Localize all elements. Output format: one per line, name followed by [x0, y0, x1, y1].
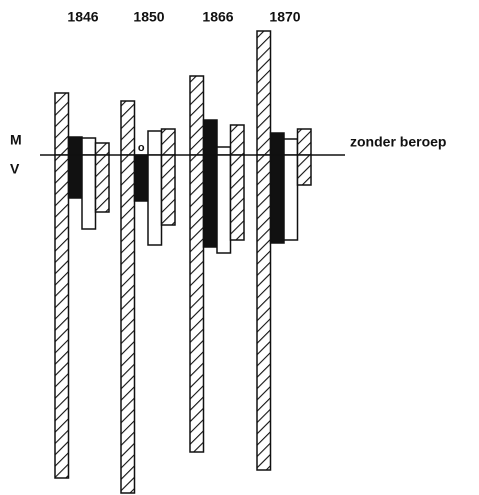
x-tick-label: 1850 — [133, 9, 164, 25]
open-bar-upper — [216, 146, 232, 156]
open-bar-lower — [81, 154, 97, 230]
x-tick-label: 1846 — [67, 9, 98, 25]
bar-lower — [229, 154, 245, 241]
baseline-label: zonder beroep — [350, 134, 446, 150]
bar-lower — [133, 154, 149, 202]
x-tick-label: 1866 — [202, 9, 233, 25]
bar-upper — [296, 128, 312, 156]
bar-lower — [269, 154, 285, 244]
upper-label: M — [10, 132, 22, 148]
bar-upper — [160, 128, 176, 156]
bar-lower — [189, 154, 205, 453]
zero-marker: o — [138, 142, 145, 154]
lower-label: V — [10, 161, 20, 177]
bar-upper — [120, 100, 136, 156]
bar-upper — [256, 30, 272, 156]
open-bar-upper — [81, 137, 97, 156]
bar-lower — [94, 154, 110, 213]
bar-lower — [160, 154, 176, 226]
bar-lower — [67, 154, 83, 199]
bar-lower — [296, 154, 312, 186]
bar-lower — [202, 154, 218, 248]
bar-upper — [202, 119, 218, 156]
open-bar-upper — [283, 138, 299, 156]
bar-lower — [54, 154, 70, 479]
open-bar-lower — [283, 154, 299, 241]
bar-upper — [94, 142, 110, 156]
bar-lower — [256, 154, 272, 471]
bar-upper — [229, 124, 245, 156]
bar-upper — [67, 136, 83, 156]
bar-upper — [54, 92, 70, 156]
bar-upper — [189, 75, 205, 156]
open-bar-upper — [147, 130, 163, 156]
bar-upper — [269, 132, 285, 156]
open-bar-lower — [216, 154, 232, 254]
open-bar-lower — [147, 154, 163, 246]
bar-lower — [120, 154, 136, 494]
x-tick-label: 1870 — [269, 9, 300, 25]
